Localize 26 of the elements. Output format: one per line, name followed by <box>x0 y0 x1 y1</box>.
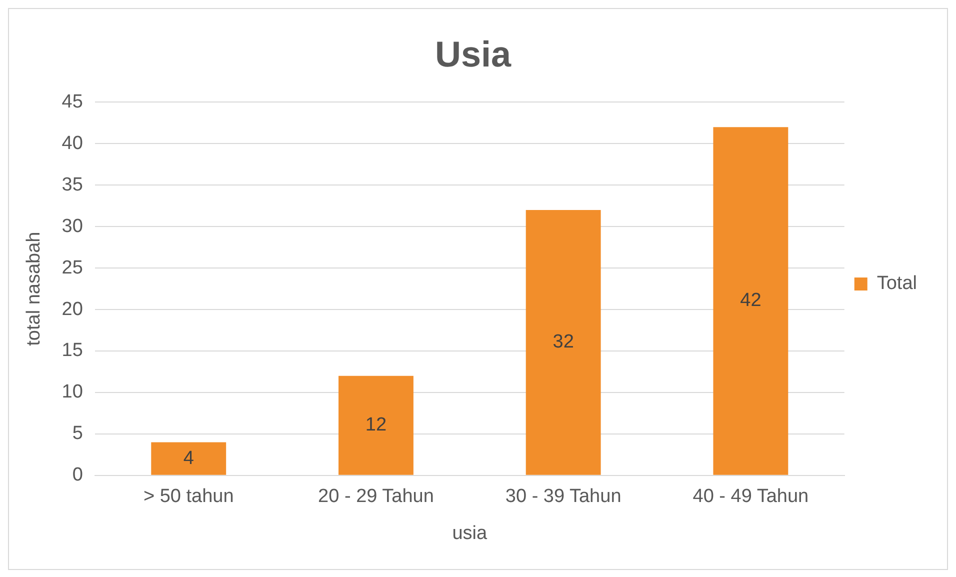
x-tick-label: > 50 tahun <box>143 486 234 508</box>
y-tick-label: 5 <box>72 423 83 444</box>
data-label: 42 <box>740 290 762 312</box>
x-tick-label: 20 - 29 Tahun <box>318 486 434 508</box>
y-tick-label: 20 <box>62 298 83 320</box>
data-label: 4 <box>183 448 194 469</box>
bar <box>526 210 601 475</box>
y-tick-label: 0 <box>72 464 83 486</box>
legend-label: Total <box>876 273 918 294</box>
y-tick-label: 30 <box>62 216 83 237</box>
x-tick-label: 30 - 39 Tahun <box>505 486 622 508</box>
y-tick-label: 10 <box>62 382 83 403</box>
y-tick-label: 25 <box>62 257 83 278</box>
bar <box>338 376 414 475</box>
y-tick-label: 35 <box>62 174 83 196</box>
x-tick-label: 40 - 49 Tahun <box>692 486 809 508</box>
bar <box>151 442 226 475</box>
bar <box>713 127 788 475</box>
data-label: 12 <box>365 414 387 436</box>
y-tick-label: 15 <box>62 340 83 362</box>
chart-title: Usia <box>434 34 512 75</box>
y-tick-label: 40 <box>62 132 83 154</box>
y-tick-label: 45 <box>62 91 83 112</box>
data-label: 32 <box>552 332 574 353</box>
y-axis-title: total nasabah <box>24 232 45 346</box>
x-axis-title: usia <box>452 522 488 544</box>
